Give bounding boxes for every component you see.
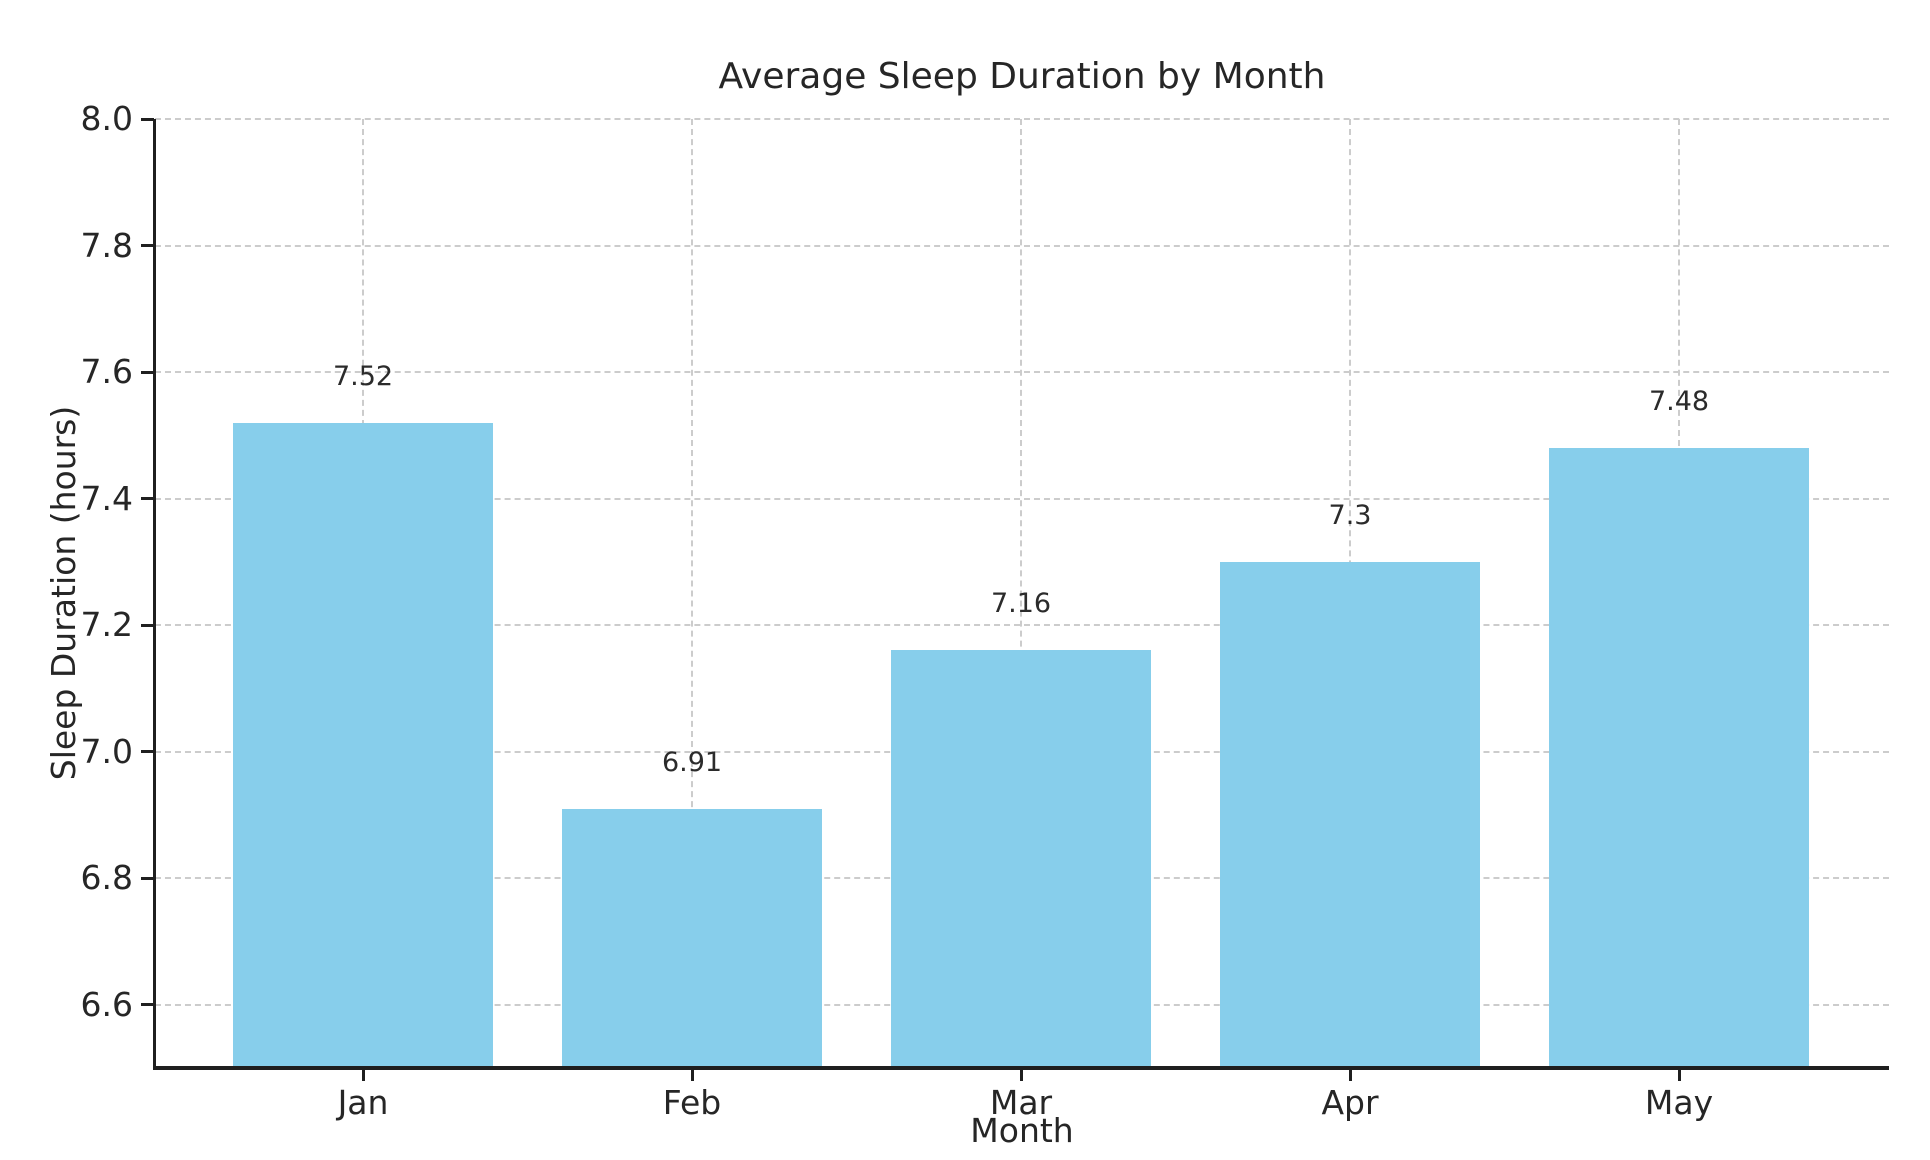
y-tick-mark xyxy=(141,117,154,121)
x-tick-label: Apr xyxy=(1321,1083,1379,1122)
x-tick-mark xyxy=(690,1068,694,1081)
bar-value-label: 6.91 xyxy=(661,746,723,778)
bar-feb xyxy=(562,808,822,1068)
h-gridline xyxy=(155,624,1889,627)
h-gridline xyxy=(155,497,1889,500)
bar-value-label: 7.3 xyxy=(1328,499,1372,531)
chart-title: Average Sleep Duration by Month xyxy=(718,56,1326,97)
x-axis-label: Month xyxy=(970,1111,1074,1150)
y-axis-label: Sleep Duration (hours) xyxy=(44,405,83,781)
bar-mar xyxy=(891,650,1151,1068)
x-tick-label: Mar xyxy=(989,1083,1053,1122)
y-tick-mark xyxy=(141,1003,154,1007)
y-tick-label: 8.0 xyxy=(80,99,133,138)
y-tick-label: 6.6 xyxy=(80,984,133,1024)
y-tick-mark xyxy=(141,497,154,501)
bar-jan xyxy=(233,422,493,1068)
y-tick-mark xyxy=(141,370,154,374)
bar-value-label: 7.48 xyxy=(1648,385,1710,417)
bar-may xyxy=(1549,447,1809,1068)
h-gridline xyxy=(155,118,1889,120)
y-tick-mark xyxy=(141,876,154,880)
plot-area: 7.52 6.91 7.16 7.3 7.48 6.6 6.8 7.0 7.2 7.4 7.6 7.… xyxy=(81,100,1889,1122)
v-gridline xyxy=(691,119,693,1068)
y-tick-mark xyxy=(141,244,154,248)
x-tick-label: May xyxy=(1644,1083,1714,1122)
x-tick-mark xyxy=(1019,1068,1023,1081)
y-tick-label: 7.4 xyxy=(80,478,133,518)
bar-value-label: 7.16 xyxy=(990,588,1052,620)
bar-value-label: 7.52 xyxy=(332,360,394,392)
x-tick-mark xyxy=(1348,1068,1352,1081)
y-tick-label: 7.6 xyxy=(80,352,133,392)
y-tick-label: 6.8 xyxy=(80,858,133,898)
bar-apr xyxy=(1220,561,1480,1068)
h-gridline xyxy=(155,244,1889,247)
x-tick-mark xyxy=(1677,1068,1681,1081)
y-axis-spine xyxy=(153,119,156,1068)
x-tick-mark xyxy=(361,1068,365,1081)
x-tick-label: Jan xyxy=(337,1083,389,1122)
y-tick-mark xyxy=(141,750,154,754)
x-tick-label: Feb xyxy=(662,1083,722,1122)
v-gridline xyxy=(1020,119,1022,1068)
y-tick-mark xyxy=(141,623,154,627)
y-tick-label: 7.0 xyxy=(80,731,133,771)
y-tick-label: 7.2 xyxy=(80,605,133,645)
y-tick-label: 7.8 xyxy=(80,225,133,265)
h-gridline xyxy=(155,371,1889,374)
